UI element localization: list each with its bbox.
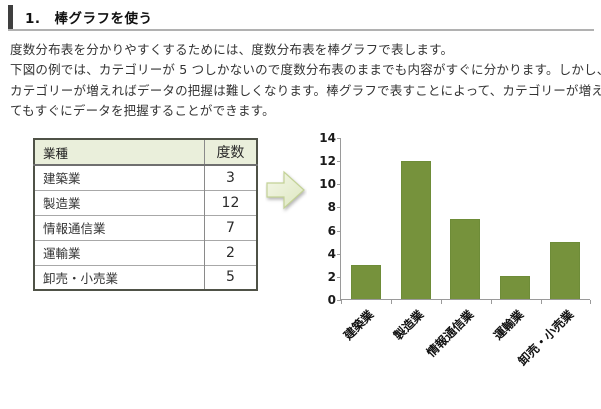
bar-製造業 — [400, 161, 431, 299]
y-tick-mark — [337, 300, 341, 301]
y-tick-mark — [337, 276, 341, 278]
chart-category — [391, 138, 441, 299]
y-tick-mark — [337, 207, 341, 209]
x-axis-labels: 建築業 製造業 情報通信業 運輸業 卸売・小売業 — [340, 306, 590, 406]
table-row: 情報通信業 7 — [34, 214, 257, 240]
table-header-row: 業種 度数 — [34, 139, 257, 166]
chart-category — [540, 138, 590, 299]
y-tick-label: 10 — [319, 177, 336, 192]
frequency-cell: 3 — [203, 164, 257, 190]
x-tick-mark — [391, 300, 392, 304]
paragraph-line: てもすぐにデータを把握することができます。 — [10, 103, 275, 119]
y-tick-mark — [337, 230, 341, 232]
x-tick-mark — [491, 300, 492, 304]
frequency-cell: 2 — [203, 239, 257, 265]
frequency-table: 業種 度数 建築業 3 製造業 12 情報通信業 7 運輸業 2 卸売・小売業 — [33, 138, 258, 291]
x-category-label: 運輸業 — [490, 307, 527, 343]
table-row: 建築業 3 — [34, 164, 257, 190]
y-tick-label: 6 — [327, 223, 336, 238]
y-tick-mark — [337, 184, 341, 186]
industry-cell: 製造業 — [34, 189, 205, 215]
table-row: 運輸業 2 — [34, 239, 257, 265]
x-tick-mark — [590, 300, 591, 304]
chart-category — [441, 138, 491, 299]
x-tick-mark — [441, 300, 442, 304]
x-category-label: 製造業 — [390, 307, 427, 343]
right-arrow-icon — [265, 166, 307, 216]
y-tick-label: 2 — [327, 269, 336, 284]
x-category-label: 建築業 — [340, 307, 377, 343]
industry-cell: 建築業 — [34, 164, 205, 190]
y-tick-label: 0 — [327, 293, 336, 307]
chart-category — [341, 138, 391, 299]
column-header-industry: 業種 — [34, 139, 205, 166]
industry-cell: 卸売・小売業 — [34, 264, 205, 290]
y-axis-labels: 14 12 10 8 6 4 2 0 — [310, 131, 336, 312]
chart-category — [490, 138, 540, 299]
y-tick-mark — [337, 161, 341, 163]
bar-情報通信業 — [450, 218, 481, 299]
y-tick-label: 8 — [327, 200, 336, 215]
table-row: 卸売・小売業 5 — [34, 264, 257, 290]
paragraph-line: カテゴリーが増えればデータの把握は難しくなります。棒グラフで表すことによって、カ… — [10, 82, 601, 98]
y-tick-label: 14 — [319, 131, 336, 145]
section-title: 1. 棒グラフを使う — [25, 10, 153, 27]
chart-plot — [337, 138, 591, 304]
frequency-cell: 7 — [203, 214, 257, 240]
x-tick-mark — [541, 300, 542, 304]
y-tick-mark — [337, 253, 341, 255]
bar-chart: 14 12 10 8 6 4 2 0 建築業 製造業 情報通信業 運輸業 卸売・小売業 — [310, 131, 600, 409]
heading-accent-bar — [8, 4, 13, 29]
bar-卸売・小売業 — [550, 241, 581, 299]
y-tick-mark — [337, 138, 341, 139]
body-paragraph: 度数分布表を分かりやすくするためには、度数分布表を棒グラフで表します。 下図の例… — [10, 40, 601, 122]
paragraph-line: 度数分布表を分かりやすくするためには、度数分布表を棒グラフで表します。 — [10, 42, 454, 57]
bar-運輸業 — [500, 276, 531, 299]
bar-建築業 — [350, 264, 381, 299]
x-category-label: 情報通信業 — [423, 307, 477, 360]
paragraph-line: 下図の例では、カテゴリーが 5 つしかないので度数分布表のままでも内容がすぐに分… — [10, 62, 601, 78]
frequency-cell: 12 — [203, 189, 257, 215]
table-row: 製造業 12 — [34, 189, 257, 215]
industry-cell: 運輸業 — [34, 239, 205, 265]
y-tick-label: 4 — [327, 246, 336, 261]
x-tick-mark — [341, 300, 342, 304]
y-tick-label: 12 — [319, 154, 336, 169]
industry-cell: 情報通信業 — [34, 214, 205, 240]
column-header-frequency: 度数 — [203, 139, 257, 166]
frequency-cell: 5 — [203, 264, 257, 290]
section-heading: 1. 棒グラフを使う — [8, 4, 594, 31]
